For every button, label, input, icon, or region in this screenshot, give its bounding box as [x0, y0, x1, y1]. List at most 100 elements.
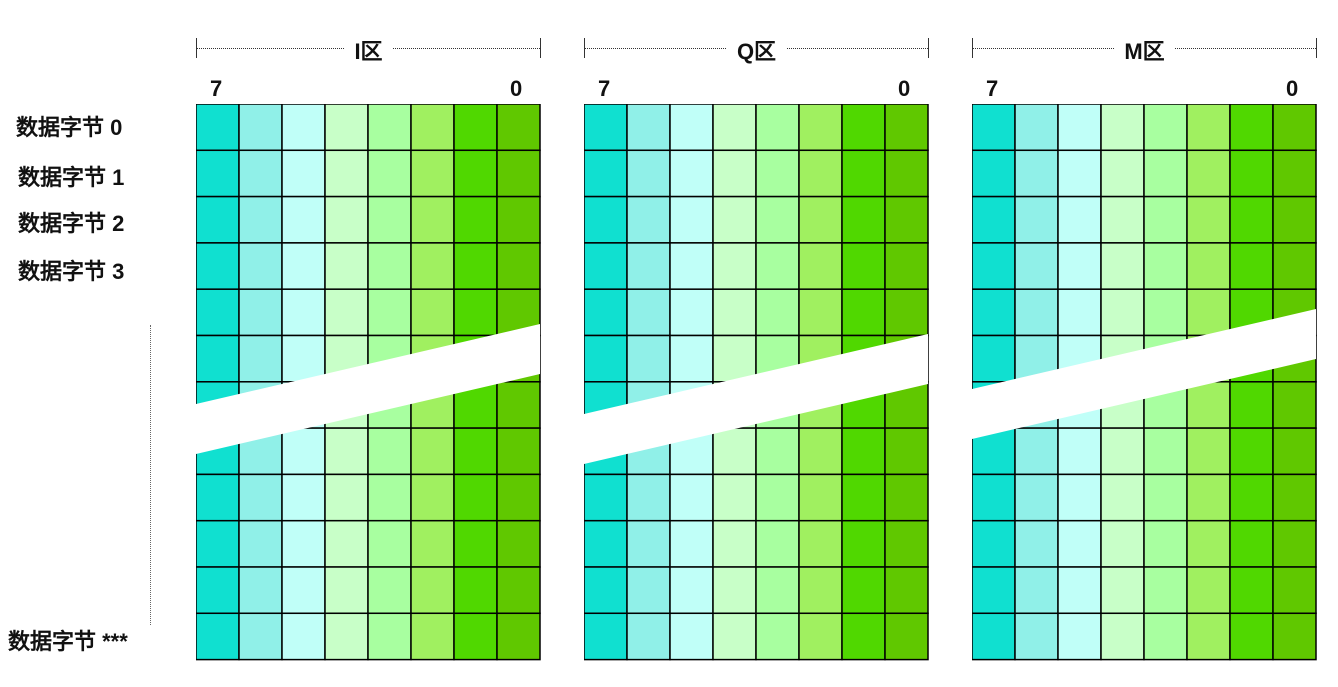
- ellipsis-dotted-line: [150, 325, 151, 625]
- bit-cell: [496, 195, 541, 244]
- row-label-byte-1: 数据字节 1: [18, 165, 125, 190]
- bit-cell: [712, 195, 757, 244]
- bit-cell: [496, 427, 541, 476]
- zone-i-bracket: I区: [196, 30, 541, 70]
- bit-cell: [324, 288, 369, 337]
- bit-cell: [626, 104, 671, 152]
- bit-cell: [1100, 612, 1145, 661]
- bit-cell: [196, 566, 240, 615]
- bit-cell: [626, 473, 671, 522]
- bit-cell: [496, 473, 541, 522]
- bit-cell: [669, 195, 714, 244]
- bit-cell: [1014, 104, 1059, 152]
- break-band: [972, 309, 1316, 439]
- bit-cell: [496, 104, 541, 152]
- bit-cell: [1057, 473, 1102, 522]
- bit-cell: [626, 195, 671, 244]
- bit-cell: [1186, 242, 1231, 290]
- bit-cell: [1014, 427, 1059, 476]
- bracket-right-tick: [540, 38, 541, 58]
- bit-cell: [755, 566, 800, 615]
- bit-cell: [238, 473, 283, 522]
- bit-cell: [410, 242, 455, 290]
- bit-cell: [1143, 195, 1188, 244]
- bit-cell: [1229, 566, 1274, 615]
- bracket-right-tick: [928, 38, 929, 58]
- bit-cell: [1272, 612, 1317, 661]
- bit-cell: [410, 149, 455, 198]
- bit-cell: [367, 566, 412, 615]
- bit-cell: [669, 566, 714, 615]
- bit-cell: [584, 334, 628, 383]
- bit-cell: [281, 242, 326, 290]
- bit-cell: [238, 149, 283, 198]
- bit-cell: [584, 195, 628, 244]
- bit-cell: [1272, 104, 1317, 152]
- bit-cell: [1229, 381, 1274, 429]
- bit-cell: [584, 242, 628, 290]
- bit-cell: [453, 427, 498, 476]
- bit-cell: [712, 149, 757, 198]
- bit-cell: [1143, 473, 1188, 522]
- bit-cell: [1014, 288, 1059, 337]
- bit-cell: [798, 473, 843, 522]
- bit-cell: [1229, 149, 1274, 198]
- bit-cell: [972, 566, 1016, 615]
- bit-cell: [410, 427, 455, 476]
- bit-cell: [1014, 473, 1059, 522]
- zone-m-bracket: M区: [972, 30, 1317, 70]
- bit-cell: [669, 288, 714, 337]
- bit-cell: [496, 149, 541, 198]
- bit-cell: [324, 104, 369, 152]
- bit-cell: [755, 427, 800, 476]
- bit-cell: [367, 519, 412, 568]
- bit-cell: [324, 473, 369, 522]
- bit-cell: [1143, 288, 1188, 337]
- bit-cell: [1100, 427, 1145, 476]
- bit-cell: [1014, 195, 1059, 244]
- bit-cell: [453, 566, 498, 615]
- bit-cell: [712, 566, 757, 615]
- bit-cell: [1186, 149, 1231, 198]
- bit-cell: [884, 288, 929, 337]
- bit-cell: [281, 195, 326, 244]
- bit-cell: [1272, 242, 1317, 290]
- bit-cell: [1143, 566, 1188, 615]
- bit-cell: [972, 242, 1016, 290]
- bit-cell: [1229, 519, 1274, 568]
- bit-cell: [196, 149, 240, 198]
- bit-0-label: 0: [510, 76, 523, 101]
- zone-q-bracket: Q区: [584, 30, 929, 70]
- bit-cell: [712, 427, 757, 476]
- bit-cell: [626, 242, 671, 290]
- bit-cell: [1186, 381, 1231, 429]
- bit-cell: [453, 288, 498, 337]
- bit-cell: [410, 473, 455, 522]
- bit-cell: [626, 288, 671, 337]
- bit-cell: [1100, 566, 1145, 615]
- bit-cell: [1014, 566, 1059, 615]
- bit-cell: [496, 612, 541, 661]
- bit-cell: [196, 288, 240, 337]
- bit-cell: [1100, 242, 1145, 290]
- bit-cell: [324, 427, 369, 476]
- bit-cell: [841, 104, 886, 152]
- zone-q-grid: [584, 104, 929, 661]
- bit-cell: [884, 427, 929, 476]
- bit-cell: [841, 519, 886, 568]
- bit-cell: [972, 149, 1016, 198]
- bit-7-label: 7: [598, 76, 611, 101]
- bit-cell: [453, 104, 498, 152]
- bit-cell: [669, 334, 714, 383]
- bit-cell: [798, 612, 843, 661]
- bit-cell: [1100, 519, 1145, 568]
- bit-cell: [841, 612, 886, 661]
- bit-cell: [1229, 242, 1274, 290]
- bit-cell: [712, 104, 757, 152]
- bit-cell: [1229, 195, 1274, 244]
- bit-cell: [712, 473, 757, 522]
- bit-cell: [798, 566, 843, 615]
- bit-cell: [367, 612, 412, 661]
- bit-0-label: 0: [898, 76, 911, 101]
- bit-cell: [1186, 612, 1231, 661]
